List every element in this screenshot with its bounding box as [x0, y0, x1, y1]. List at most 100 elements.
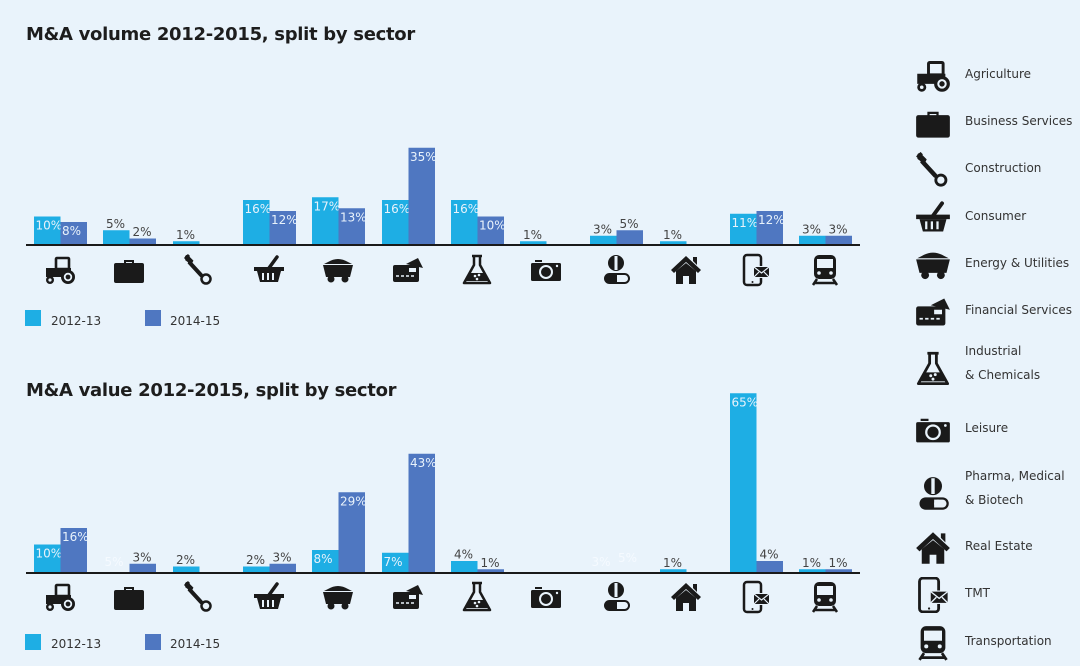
bar-label-2012-13-2: 5%: [105, 555, 124, 569]
wrench-icon: [183, 253, 212, 285]
bar-label-2014-15-2: 3%: [133, 550, 152, 564]
volume-chart: 10% 8%5%2% 1%16%12%17%13%16%35%16%10%1% 3% 5…: [26, 147, 860, 287]
train-icon: [811, 255, 839, 286]
pill-icon: [604, 582, 630, 611]
bar-2014-15-11: [756, 211, 783, 244]
bar-2012-13-4: [243, 566, 270, 572]
bar-label-2014-15-11: 12%: [758, 213, 785, 227]
briefcase-icon: [916, 111, 950, 138]
bar-label-2012-13-9: 3%: [592, 555, 611, 569]
sector-legend-label: Energy & Utilities: [965, 256, 1070, 270]
bar-label-2012-13-6: 7%: [384, 555, 403, 569]
bar-label-2014-15-7: 1%: [481, 556, 500, 570]
value-chart: 10% 16% 5% 3% 2% 2% 3% 8% 29% 7% 43% 4% 1% 3% 5% 1% 65% 4…: [26, 393, 860, 614]
sector-legend-label: Consumer: [965, 209, 1027, 223]
bar-label-2014-15-7: 10%: [479, 219, 506, 233]
bar-label-2012-13-11: 11%: [732, 216, 759, 230]
bar-label-2014-15-9: 5%: [618, 551, 637, 565]
house-icon: [671, 583, 701, 611]
sector-legend-label: Business Services: [965, 114, 1073, 128]
tractor-icon: [46, 256, 75, 284]
credit-card-icon: [393, 258, 423, 282]
bar-2014-15-2: [129, 238, 156, 244]
bar-label-2012-13-11: 65%: [732, 395, 759, 409]
flask-icon: [916, 351, 950, 386]
bar-label-2012-13-10: 1%: [663, 556, 682, 570]
bar-label-2012-13-4: 16%: [245, 202, 272, 216]
mine-cart-icon: [323, 586, 353, 610]
bar-2012-13-10: [660, 569, 687, 572]
bar-2012-13-11: [730, 393, 757, 572]
phone-mail-icon: [742, 580, 770, 614]
volume-legend-swatch-2014-15: [145, 310, 161, 326]
bar-label-2012-13-1: 10%: [36, 547, 63, 561]
mine-cart-icon: [323, 259, 353, 283]
sector-legend-label: Industrial & Chemicals: [965, 344, 1041, 382]
bar-label-2012-13-8: 1%: [523, 228, 542, 242]
bar-2012-13-7: [451, 200, 478, 244]
bar-2014-15-6: [408, 147, 435, 244]
basket-icon: [916, 201, 950, 232]
bar-2012-13-3: [173, 566, 200, 572]
train-icon: [918, 626, 948, 661]
bar-label-2014-15-6: 43%: [410, 456, 437, 470]
flask-icon: [462, 581, 492, 612]
phone-mail-icon: [918, 577, 949, 613]
sector-legend-label: Construction: [965, 161, 1042, 175]
value-legend-label-2014-15: 2014-15: [170, 637, 221, 651]
sector-legend-label: Pharma, Medical & Biotech: [965, 469, 1065, 507]
train-icon: [811, 582, 839, 613]
volume-legend-label-2014-15: 2014-15: [170, 314, 221, 328]
wrench-icon: [916, 152, 948, 187]
bar-2014-15-11: [756, 561, 783, 572]
bar-2012-13-11: [730, 213, 757, 244]
bar-2014-15-7: [477, 216, 504, 244]
bar-label-2014-15-12: 3%: [829, 222, 848, 236]
bar-2012-13-1: [34, 216, 61, 244]
value-legend-swatch-2014-15: [145, 634, 161, 650]
house-icon: [916, 532, 950, 564]
bar-label-2012-13-7: 16%: [453, 202, 480, 216]
bar-label-2014-15-4: 12%: [271, 213, 298, 227]
bar-2012-13-5: [312, 550, 339, 572]
bar-label-2014-15-5: 29%: [340, 494, 367, 508]
basket-icon: [254, 255, 284, 282]
bar-2014-15-4: [269, 211, 296, 244]
bar-label-2012-13-2: 5%: [106, 217, 125, 231]
bar-2014-15-12: [825, 235, 852, 244]
sector-legend: Agriculture Business Services Construction…: [912, 0, 1080, 666]
bar-2014-15-1: [60, 222, 87, 244]
sector-legend-label: Leisure: [965, 421, 1009, 435]
camera-icon: [531, 587, 561, 608]
credit-card-icon: [393, 585, 423, 609]
bar-label-2012-13-12: 1%: [802, 556, 821, 570]
bar-2012-13-1: [34, 544, 61, 572]
basket-icon: [254, 582, 284, 609]
bar-2014-15-6: [408, 453, 435, 572]
bar-2012-13-2: [103, 230, 130, 244]
sector-legend-label: Real Estate: [965, 539, 1033, 553]
bar-2014-15-5: [338, 208, 365, 244]
pill-icon: [604, 255, 630, 284]
bar-label-2014-15-1: 8%: [62, 224, 81, 238]
bar-2012-13-5: [312, 197, 339, 244]
bar-2014-15-2: [129, 563, 156, 572]
sector-legend-label: Agriculture: [965, 67, 1031, 81]
credit-card-icon: [916, 298, 950, 326]
bar-label-2012-13-4: 2%: [246, 553, 265, 567]
phone-mail-icon: [742, 253, 770, 287]
bar-2012-13-6: [382, 552, 409, 572]
briefcase-icon: [114, 260, 144, 283]
pill-icon: [919, 477, 949, 510]
bar-label-2014-15-6: 35%: [410, 150, 437, 164]
bar-label-2014-15-4: 3%: [273, 550, 292, 564]
volume-legend-swatch-2012-13: [25, 310, 41, 326]
bar-label-2014-15-11: 4%: [760, 548, 779, 562]
bar-2012-13-10: [660, 241, 687, 244]
bar-label-2012-13-3: 1%: [176, 228, 195, 242]
bar-2014-15-9: [616, 230, 643, 244]
bar-label-2012-13-5: 17%: [314, 199, 341, 213]
tractor-icon: [917, 61, 950, 92]
bar-2012-13-6: [382, 200, 409, 244]
sector-legend-label: TMT: [965, 586, 991, 600]
